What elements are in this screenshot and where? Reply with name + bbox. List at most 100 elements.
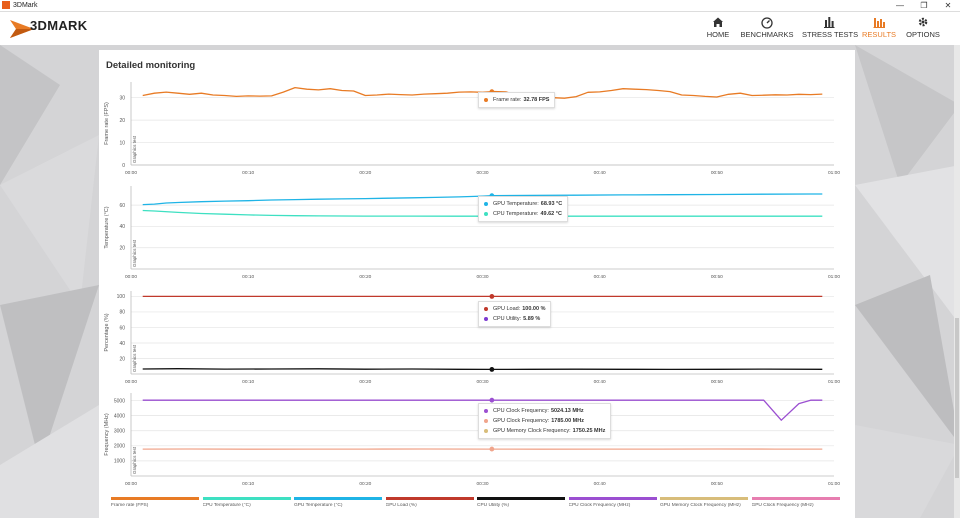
y-tick-label: 60 bbox=[119, 325, 125, 331]
tooltip-value: 5.89 % bbox=[523, 316, 541, 322]
x-tick-label: 00:00 bbox=[125, 379, 137, 385]
legend-swatch bbox=[294, 497, 382, 500]
series-line bbox=[142, 209, 823, 217]
nav-options-label: OPTIONS bbox=[906, 30, 940, 39]
x-tick-label: 00:10 bbox=[242, 481, 254, 487]
tooltip-value: 32.78 FPS bbox=[523, 97, 550, 103]
tooltip-value: 68.93 °C bbox=[540, 201, 563, 207]
x-tick-label: 01:00 bbox=[828, 170, 840, 176]
legend-item[interactable]: GPU Temperature (°C) bbox=[294, 497, 382, 511]
tooltip-row: GPU Temperature: 68.93 °C bbox=[484, 199, 562, 209]
tooltip-row: CPU Temperature: 49.62 °C bbox=[484, 209, 562, 219]
tooltip-label: CPU Temperature: bbox=[493, 211, 539, 217]
series-marker bbox=[489, 367, 495, 372]
legend-item[interactable]: GPU Load (%) bbox=[385, 497, 474, 511]
panel-title: Detailed monitoring bbox=[106, 60, 196, 71]
x-tick-label: 00:20 bbox=[359, 170, 371, 176]
tooltip-value: 1785.00 MHz bbox=[551, 418, 584, 424]
minimize-button[interactable]: — bbox=[896, 1, 904, 10]
tooltip-dot bbox=[484, 98, 488, 102]
y-tick-label: 80 bbox=[119, 310, 125, 316]
x-tick-label: 00:20 bbox=[359, 481, 371, 487]
graphics-test-label: Graphics test bbox=[132, 446, 137, 474]
tooltip-value: 5024.13 MHz bbox=[550, 408, 584, 414]
scrollbar-thumb[interactable] bbox=[955, 318, 959, 478]
legend-item[interactable]: CPU Temperature (°C) bbox=[202, 497, 291, 511]
legend-item[interactable]: GPU Clock Frequency (MHz) bbox=[751, 497, 840, 511]
series-marker bbox=[489, 397, 495, 403]
nav-stress-tests[interactable]: STRESS TESTS bbox=[802, 15, 859, 43]
window-titlebar: 3DMark — ❐ ✕ bbox=[0, 0, 960, 12]
x-tick-label: 00:50 bbox=[711, 170, 723, 176]
nav-home[interactable]: HOME bbox=[704, 15, 732, 43]
x-tick-label: 00:40 bbox=[594, 379, 606, 385]
chart-3: 1000 2000 3000 4000 5000 00:00 00:10 00:20 00:30… bbox=[104, 393, 840, 487]
legend-swatch bbox=[385, 497, 474, 500]
chart-legend: Frame rate (FPS) CPU Temperature (°C) GPU … bbox=[111, 497, 843, 511]
series-line bbox=[142, 193, 823, 206]
x-tick-label: 00:40 bbox=[594, 274, 606, 280]
legend-swatch bbox=[568, 497, 657, 500]
legend-swatch bbox=[751, 497, 840, 500]
x-tick-label: 00:50 bbox=[711, 274, 723, 280]
legend-item[interactable]: GPU Memory Clock Frequency (MHz) bbox=[660, 497, 748, 511]
x-tick-label: 01:00 bbox=[828, 274, 840, 280]
y-tick-label: 4000 bbox=[114, 413, 125, 419]
graphics-test-label: Graphics test bbox=[132, 135, 137, 163]
legend-swatch bbox=[477, 497, 565, 500]
x-tick-label: 01:00 bbox=[828, 481, 840, 487]
home-icon bbox=[713, 17, 723, 27]
legend-label: CPU Utility (%) bbox=[477, 503, 509, 508]
gear-icon bbox=[918, 17, 928, 27]
y-tick-label: 40 bbox=[119, 341, 125, 347]
x-tick-label: 00:40 bbox=[594, 170, 606, 176]
legend-item[interactable]: CPU Utility (%) bbox=[477, 497, 565, 511]
vertical-scrollbar[interactable] bbox=[954, 45, 960, 518]
legend-swatch bbox=[202, 497, 291, 500]
nav-results[interactable]: RESULTS bbox=[862, 15, 896, 43]
y-tick-label: 10 bbox=[119, 140, 125, 146]
legend-swatch bbox=[111, 497, 199, 500]
tooltip-dot bbox=[484, 202, 488, 206]
tooltip-dot bbox=[484, 419, 488, 423]
chart-tooltip: GPU Temperature: 68.93 °C CPU Temperature:… bbox=[478, 196, 569, 222]
x-tick-label: 00:00 bbox=[125, 170, 137, 176]
chart-0: 0 10 20 30 00:00 00:10 00:20 00:30 00:40 00:50 01:… bbox=[104, 82, 840, 176]
chart-tooltip: Frame rate: 32.78 FPS bbox=[478, 92, 556, 108]
tooltip-value: 100.00 % bbox=[522, 306, 546, 312]
y-tick-label: 30 bbox=[119, 96, 125, 102]
tooltip-dot bbox=[484, 409, 488, 413]
series-marker bbox=[489, 446, 495, 452]
legend-label: CPU Temperature (°C) bbox=[202, 503, 251, 508]
nav-options[interactable]: OPTIONS bbox=[904, 15, 942, 43]
bar-chart-icon bbox=[824, 17, 835, 28]
nav-benchmarks-label: BENCHMARKS bbox=[740, 30, 794, 39]
tooltip-label: GPU Memory Clock Frequency: bbox=[493, 428, 571, 434]
3dmark-logo[interactable] bbox=[8, 16, 118, 42]
chart-1: 20 40 60 00:00 00:10 00:20 00:30 00:40 00:50 01:0… bbox=[104, 186, 840, 280]
x-tick-label: 00:00 bbox=[125, 481, 137, 487]
nav-stress-tests-label: STRESS TESTS bbox=[802, 30, 859, 39]
tooltip-row: GPU Clock Frequency: 1785.00 MHz bbox=[484, 416, 605, 426]
nav-benchmarks[interactable]: BENCHMARKS bbox=[740, 15, 794, 43]
app-icon bbox=[2, 1, 10, 9]
legend-label: Frame rate (FPS) bbox=[111, 503, 149, 508]
y-tick-label: 5000 bbox=[114, 398, 125, 404]
x-tick-label: 01:00 bbox=[828, 379, 840, 385]
y-tick-label: 2000 bbox=[114, 444, 125, 450]
x-tick-label: 00:20 bbox=[359, 274, 371, 280]
legend-item[interactable]: CPU Clock Frequency (MHz) bbox=[568, 497, 657, 511]
series-marker bbox=[489, 294, 495, 299]
y-tick-label: 20 bbox=[119, 118, 125, 124]
x-tick-label: 00:40 bbox=[594, 481, 606, 487]
legend-item[interactable]: Frame rate (FPS) bbox=[111, 497, 199, 511]
monitoring-charts[interactable]: 0 10 20 30 00:00 00:10 00:20 00:30 00:40 00:50 01:… bbox=[99, 72, 855, 492]
tooltip-value: 49.62 °C bbox=[540, 211, 562, 217]
maximize-button[interactable]: ❐ bbox=[920, 1, 928, 10]
logo-text: 3DMARK bbox=[30, 18, 88, 33]
legend-label: GPU Clock Frequency (MHz) bbox=[751, 503, 814, 508]
chart-tooltip: GPU Load: 100.00 % CPU Utility: 5.89 % bbox=[478, 301, 552, 327]
close-button[interactable]: ✕ bbox=[944, 1, 952, 10]
y-axis-title: Frame rate (FPS) bbox=[104, 102, 110, 145]
legend-label: CPU Clock Frequency (MHz) bbox=[568, 503, 631, 508]
